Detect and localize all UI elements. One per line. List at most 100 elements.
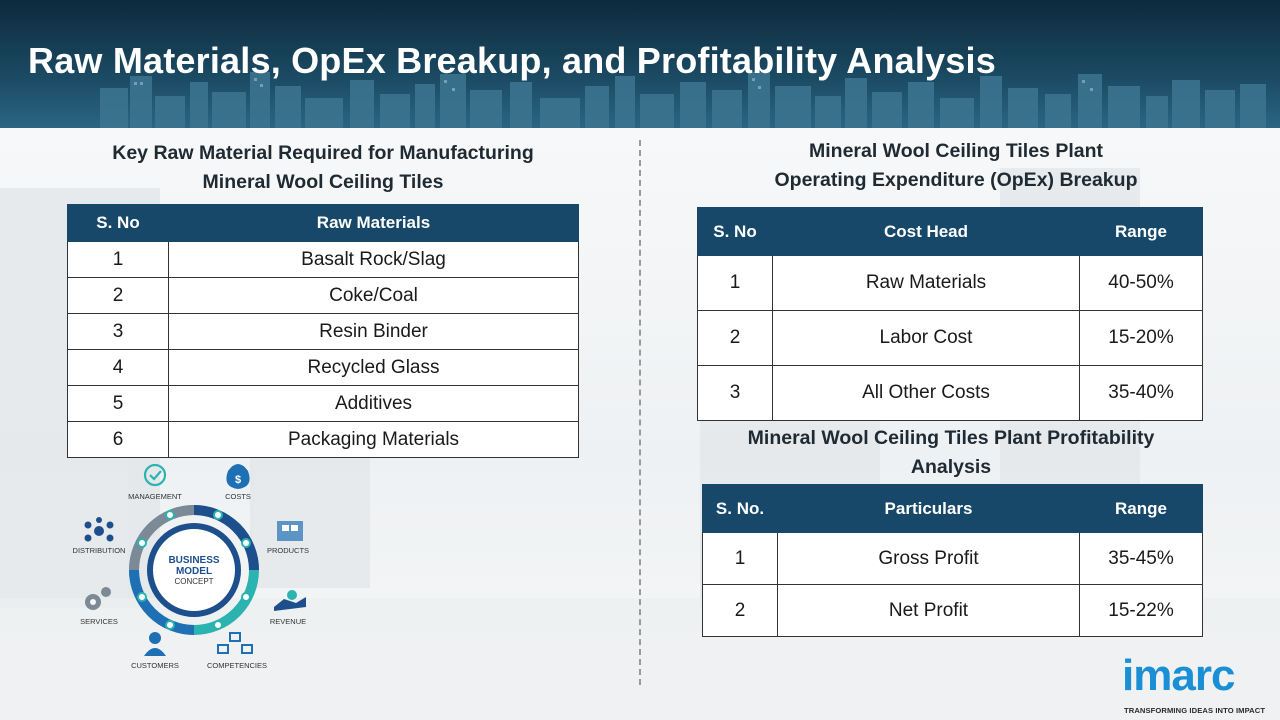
- row-range: 15-22%: [1079, 584, 1203, 637]
- profitability-title-line2: Analysis: [910, 456, 992, 478]
- svg-text:$: $: [235, 474, 241, 486]
- column-header-range: Range: [1079, 207, 1203, 256]
- table-header-row: S. No Cost Head Range: [697, 207, 1203, 256]
- page-title: Raw Materials, OpEx Breakup, and Profita…: [28, 40, 996, 81]
- table-row: 4 Recycled Glass: [67, 349, 579, 386]
- diagram-node: [213, 510, 223, 520]
- opex-title-line1: Mineral Wool Ceiling Tiles Plant: [809, 140, 1103, 162]
- products-label: PRODUCTS: [267, 546, 309, 555]
- table-header-row: S. No Raw Materials: [67, 204, 579, 242]
- diagram-ring-segment: [193, 505, 259, 571]
- diagram-node: [165, 510, 175, 520]
- city-skyline-image: [100, 72, 1266, 128]
- column-header-raw-materials: Raw Materials: [168, 204, 579, 242]
- row-material: Resin Binder: [168, 313, 579, 350]
- row-range: 40-50%: [1079, 255, 1203, 311]
- table-row: 5 Additives: [67, 385, 579, 422]
- column-header-cost-head: Cost Head: [772, 207, 1080, 256]
- row-material: Recycled Glass: [168, 349, 579, 386]
- logo-tagline: TRANSFORMING IDEAS INTO IMPACT: [1124, 706, 1266, 715]
- diagram-node: [241, 592, 251, 602]
- column-header-sno: S. No: [67, 204, 169, 242]
- row-range: 35-45%: [1079, 532, 1203, 585]
- table-row: 3 Resin Binder: [67, 313, 579, 350]
- management-label: MANAGEMENT: [128, 492, 182, 501]
- revenue-icon: [274, 590, 306, 611]
- diagram-ring-segment: [129, 569, 195, 635]
- header-banner: Raw Materials, OpEx Breakup, and Profita…: [0, 0, 1280, 128]
- row-sno: 5: [67, 385, 169, 422]
- management-icon: [143, 463, 167, 487]
- row-sno: 1: [67, 241, 169, 278]
- services-icon: [85, 587, 111, 610]
- column-header-range: Range: [1079, 484, 1203, 533]
- row-sno: 2: [702, 584, 778, 637]
- row-sno: 6: [67, 421, 169, 458]
- costs-icon: $: [226, 464, 250, 489]
- diagram-center-line1: BUSINESS: [168, 555, 219, 566]
- customers-icon: [144, 632, 166, 656]
- distribution-label: DISTRIBUTION: [73, 546, 126, 555]
- table-header-row: S. No. Particulars Range: [702, 484, 1203, 533]
- raw-materials-title: Key Raw Material Required for Manufactur…: [67, 139, 579, 197]
- diagram-node: [213, 620, 223, 630]
- costs-label: COSTS: [225, 492, 251, 501]
- opex-title-line2: Operating Expenditure (OpEx) Breakup: [774, 169, 1138, 191]
- table-row: 1 Raw Materials 40-50%: [697, 255, 1203, 311]
- profitability-title: Mineral Wool Ceiling Tiles Plant Profita…: [697, 424, 1205, 482]
- table-row: 2 Coke/Coal: [67, 277, 579, 314]
- products-icon: [277, 521, 303, 541]
- diagram-inner-ring: [147, 523, 241, 617]
- row-material: Coke/Coal: [168, 277, 579, 314]
- raw-materials-title-line1: Key Raw Material Required for Manufactur…: [112, 142, 534, 164]
- business-model-diagram: BUSINESS MODEL CONCEPT MANAGEMENT $ COST…: [73, 463, 309, 670]
- table-row: 3 All Other Costs 35-40%: [697, 365, 1203, 421]
- column-header-particulars: Particulars: [777, 484, 1080, 533]
- row-range: 15-20%: [1079, 310, 1203, 366]
- opex-table: S. No Cost Head Range 1 Raw Materials 40…: [697, 207, 1203, 421]
- opex-title: Mineral Wool Ceiling Tiles Plant Operati…: [697, 137, 1215, 195]
- row-sno: 3: [67, 313, 169, 350]
- profitability-table: S. No. Particulars Range 1 Gross Profit …: [702, 484, 1203, 637]
- table-row: 2 Labor Cost 15-20%: [697, 310, 1203, 366]
- raw-materials-title-line2: Mineral Wool Ceiling Tiles: [202, 171, 444, 193]
- diagram-node: [165, 620, 175, 630]
- diagram-node: [137, 592, 147, 602]
- diagram-node: [137, 538, 147, 548]
- column-header-sno: S. No: [697, 207, 773, 256]
- raw-materials-table: S. No Raw Materials 1 Basalt Rock/Slag 2…: [67, 204, 579, 458]
- row-sno: 4: [67, 349, 169, 386]
- table-row: 2 Net Profit 15-22%: [702, 584, 1203, 637]
- row-sno: 3: [697, 365, 773, 421]
- diagram-node: [241, 538, 251, 548]
- table-row: 1 Basalt Rock/Slag: [67, 241, 579, 278]
- distribution-icon: [84, 517, 114, 542]
- row-cost-head: Raw Materials: [772, 255, 1080, 311]
- row-cost-head: All Other Costs: [772, 365, 1080, 421]
- diagram-center-line3: CONCEPT: [174, 577, 213, 586]
- imarc-logo[interactable]: imarc TRANSFORMING IDEAS INTO IMPACT: [1122, 650, 1272, 718]
- diagram-center-line2: MODEL: [176, 566, 212, 577]
- column-header-sno: S. No.: [702, 484, 778, 533]
- row-particulars: Gross Profit: [777, 532, 1080, 585]
- table-row: 1 Gross Profit 35-45%: [702, 532, 1203, 585]
- customers-label: CUSTOMERS: [131, 661, 179, 670]
- row-sno: 2: [697, 310, 773, 366]
- row-cost-head: Labor Cost: [772, 310, 1080, 366]
- row-material: Packaging Materials: [168, 421, 579, 458]
- diagram-ring-segment: [129, 505, 195, 571]
- column-divider: [639, 140, 641, 685]
- logo-wordmark: imarc: [1122, 651, 1235, 700]
- row-sno: 2: [67, 277, 169, 314]
- row-range: 35-40%: [1079, 365, 1203, 421]
- table-row: 6 Packaging Materials: [67, 421, 579, 458]
- row-sno: 1: [702, 532, 778, 585]
- services-label: SERVICES: [80, 617, 118, 626]
- row-particulars: Net Profit: [777, 584, 1080, 637]
- row-material: Additives: [168, 385, 579, 422]
- competencies-label: COMPETENCIES: [207, 661, 267, 670]
- row-sno: 1: [697, 255, 773, 311]
- row-material: Basalt Rock/Slag: [168, 241, 579, 278]
- revenue-label: REVENUE: [270, 617, 306, 626]
- profitability-title-line1: Mineral Wool Ceiling Tiles Plant Profita…: [747, 427, 1155, 449]
